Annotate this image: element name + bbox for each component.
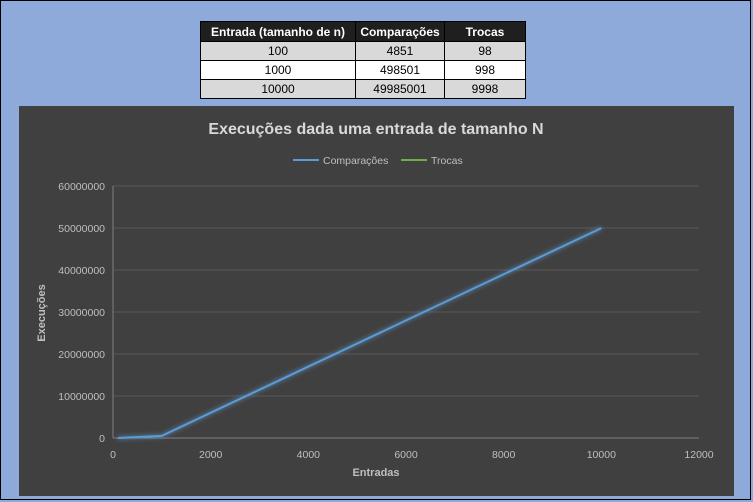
y-tick-label: 20000000 [58,349,105,361]
x-tick-label: 2000 [199,449,223,461]
x-tick-label: 0 [110,449,116,461]
y-axis-label: Execuções [36,284,48,341]
cell-trocas: 98 [445,42,526,61]
x-tick-label: 8000 [492,449,516,461]
cell-entrada: 1000 [201,61,356,80]
chart-legend: Comparações Trocas [293,155,463,167]
header-entrada: Entrada (tamanho de n) [201,22,356,42]
y-tick-label: 30000000 [58,307,105,319]
header-trocas: Trocas [445,22,526,42]
table-row: 100 4851 98 [201,42,526,61]
table-row: 1000 498501 998 [201,61,526,80]
y-tick-label: 60000000 [58,181,105,193]
y-tick-label: 50000000 [58,223,105,235]
table-header-row: Entrada (tamanho de n) Comparações Troca… [201,22,526,42]
chart-grid [113,186,699,438]
y-axis-ticks: 0 10000000 20000000 30000000 40000000 5000000… [58,181,105,445]
x-tick-label: 4000 [297,449,321,461]
cell-trocas: 998 [445,61,526,80]
header-comparacoes: Comparações [356,22,445,42]
series-line-comparações [118,228,601,438]
cell-trocas: 9998 [445,80,526,99]
legend-label: Trocas [431,155,463,167]
data-table: Entrada (tamanho de n) Comparações Troca… [200,21,526,99]
cell-entrada: 10000 [201,80,356,99]
line-chart: Execuções dada uma entrada de tamanho N … [19,106,734,496]
cell-comparacoes: 4851 [356,42,445,61]
y-tick-label: 10000000 [58,391,105,403]
x-tick-label: 10000 [587,449,616,461]
chart-title: Execuções dada uma entrada de tamanho N [208,121,543,138]
chart-series [118,228,601,438]
cell-comparacoes: 49985001 [356,80,445,99]
x-axis-label: Entradas [352,467,399,479]
x-tick-label: 6000 [394,449,418,461]
cell-comparacoes: 498501 [356,61,445,80]
x-axis-ticks: 0 2000 4000 6000 8000 10000 12000 [110,449,714,461]
y-tick-label: 0 [99,433,105,445]
cell-entrada: 100 [201,42,356,61]
x-tick-label: 12000 [684,449,713,461]
y-tick-label: 40000000 [58,265,105,277]
table-row: 10000 49985001 9998 [201,80,526,99]
chart-panel[interactable]: Execuções dada uma entrada de tamanho N … [19,106,734,496]
legend-label: Comparações [323,155,388,167]
